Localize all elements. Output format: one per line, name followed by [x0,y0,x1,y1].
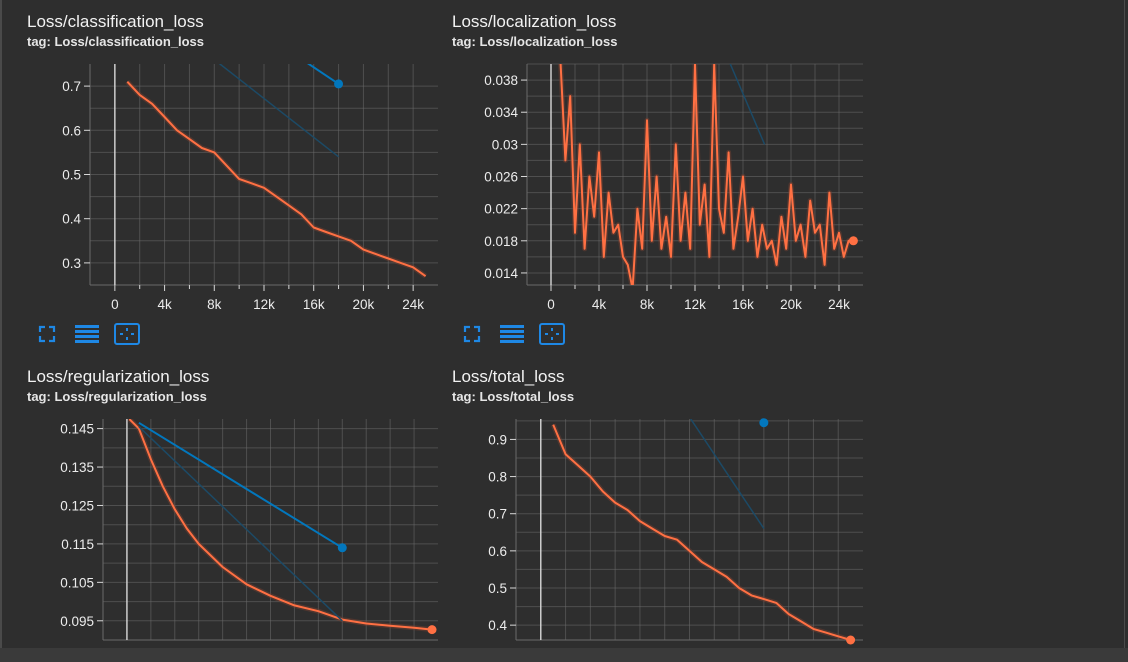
x-tick-label: 16k [732,297,754,312]
series-group [127,419,433,633]
series-end-point [337,543,347,553]
x-tick-label: 0 [111,297,119,312]
series-line-blue_faint [729,64,766,145]
chart-tag: tag: Loss/classification_loss [27,34,205,49]
y-tick-label: 0.038 [484,73,518,88]
x-tick-label: 12k [684,297,706,312]
series-group [550,419,852,640]
data-list-icon[interactable] [74,322,100,346]
y-tick-label: 0.026 [484,170,518,185]
y-tick-label: 0.022 [484,202,518,217]
y-tick-label: 0.145 [60,422,94,437]
x-tick-label: 4k [157,297,172,312]
series-end-point [759,418,769,428]
series-line-orange [128,419,433,631]
y-tick-label: 0.115 [61,537,94,552]
y-tick-label: 0.03 [492,137,518,152]
series-end-point [427,625,437,635]
y-tick-label: 0.4 [62,212,81,227]
y-tick-label: 0.095 [60,614,94,629]
y-tick-label: 0.7 [62,79,81,94]
series-line-blue_faint [689,419,765,530]
y-tick-label: 0.018 [484,234,518,249]
y-tick-label: 0.135 [60,460,94,475]
series-line-orange [559,64,854,285]
data-list-icon[interactable] [499,322,525,346]
left-border [0,0,2,662]
series-end-point [334,79,344,89]
y-tick-label: 0.5 [62,168,81,183]
series-line-blue_faint [218,64,340,158]
chart-title: Loss/classification_loss [27,12,204,31]
x-tick-label: 0 [547,297,555,312]
series-group [558,64,854,285]
x-tick-label: 24k [402,297,424,312]
right-border [1124,0,1125,662]
x-tick-label: 24k [828,297,850,312]
y-tick-label: 0.034 [484,105,518,120]
series-line-blue [138,421,343,549]
chart-title: Loss/localization_loss [452,12,617,31]
y-tick-label: 0.6 [62,123,81,138]
y-tick-label: 0.125 [60,498,94,513]
x-tick-label: 4k [592,297,607,312]
chart-tag: tag: Loss/regularization_loss [27,389,207,404]
y-tick-label: 0.7 [488,507,507,522]
horizontal-scrollbar-track[interactable] [0,648,1128,662]
chart-toolbar-localization [459,322,565,346]
series-end-point [846,635,856,645]
x-tick-label: 20k [780,297,802,312]
y-tick-label: 0.4 [488,618,507,633]
chart-tag: tag: Loss/localization_loss [452,34,618,49]
series-line-orange [552,424,851,640]
series-line-orange [126,81,427,278]
fit-domain-icon[interactable] [539,322,565,346]
y-tick-label: 0.105 [60,575,94,590]
fullscreen-icon[interactable] [34,322,60,346]
y-tick-label: 0.9 [488,432,507,447]
x-tick-label: 16k [303,297,325,312]
series-group [125,64,428,279]
x-tick-label: 8k [640,297,655,312]
y-tick-label: 0.014 [484,266,518,281]
fit-domain-icon[interactable] [114,322,140,346]
x-tick-label: 20k [353,297,375,312]
x-tick-label: 12k [253,297,275,312]
chart-tag: tag: Loss/total_loss [452,389,575,404]
series-line-blue_faint [138,426,343,622]
chart-title: Loss/regularization_loss [27,367,210,386]
series-line-blue [307,64,340,85]
x-tick-label: 8k [207,297,222,312]
y-tick-label: 0.8 [488,470,507,485]
y-tick-label: 0.3 [62,256,81,271]
series-end-point [848,236,858,246]
y-tick-label: 0.5 [488,581,507,596]
fullscreen-icon[interactable] [459,322,485,346]
y-tick-label: 0.6 [488,544,507,559]
chart-toolbar-classification [34,322,140,346]
chart-title: Loss/total_loss [452,367,565,386]
